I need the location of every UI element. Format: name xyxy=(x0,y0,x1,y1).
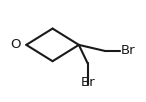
Text: Br: Br xyxy=(80,76,95,89)
Text: Br: Br xyxy=(121,44,136,58)
Text: O: O xyxy=(10,38,21,51)
